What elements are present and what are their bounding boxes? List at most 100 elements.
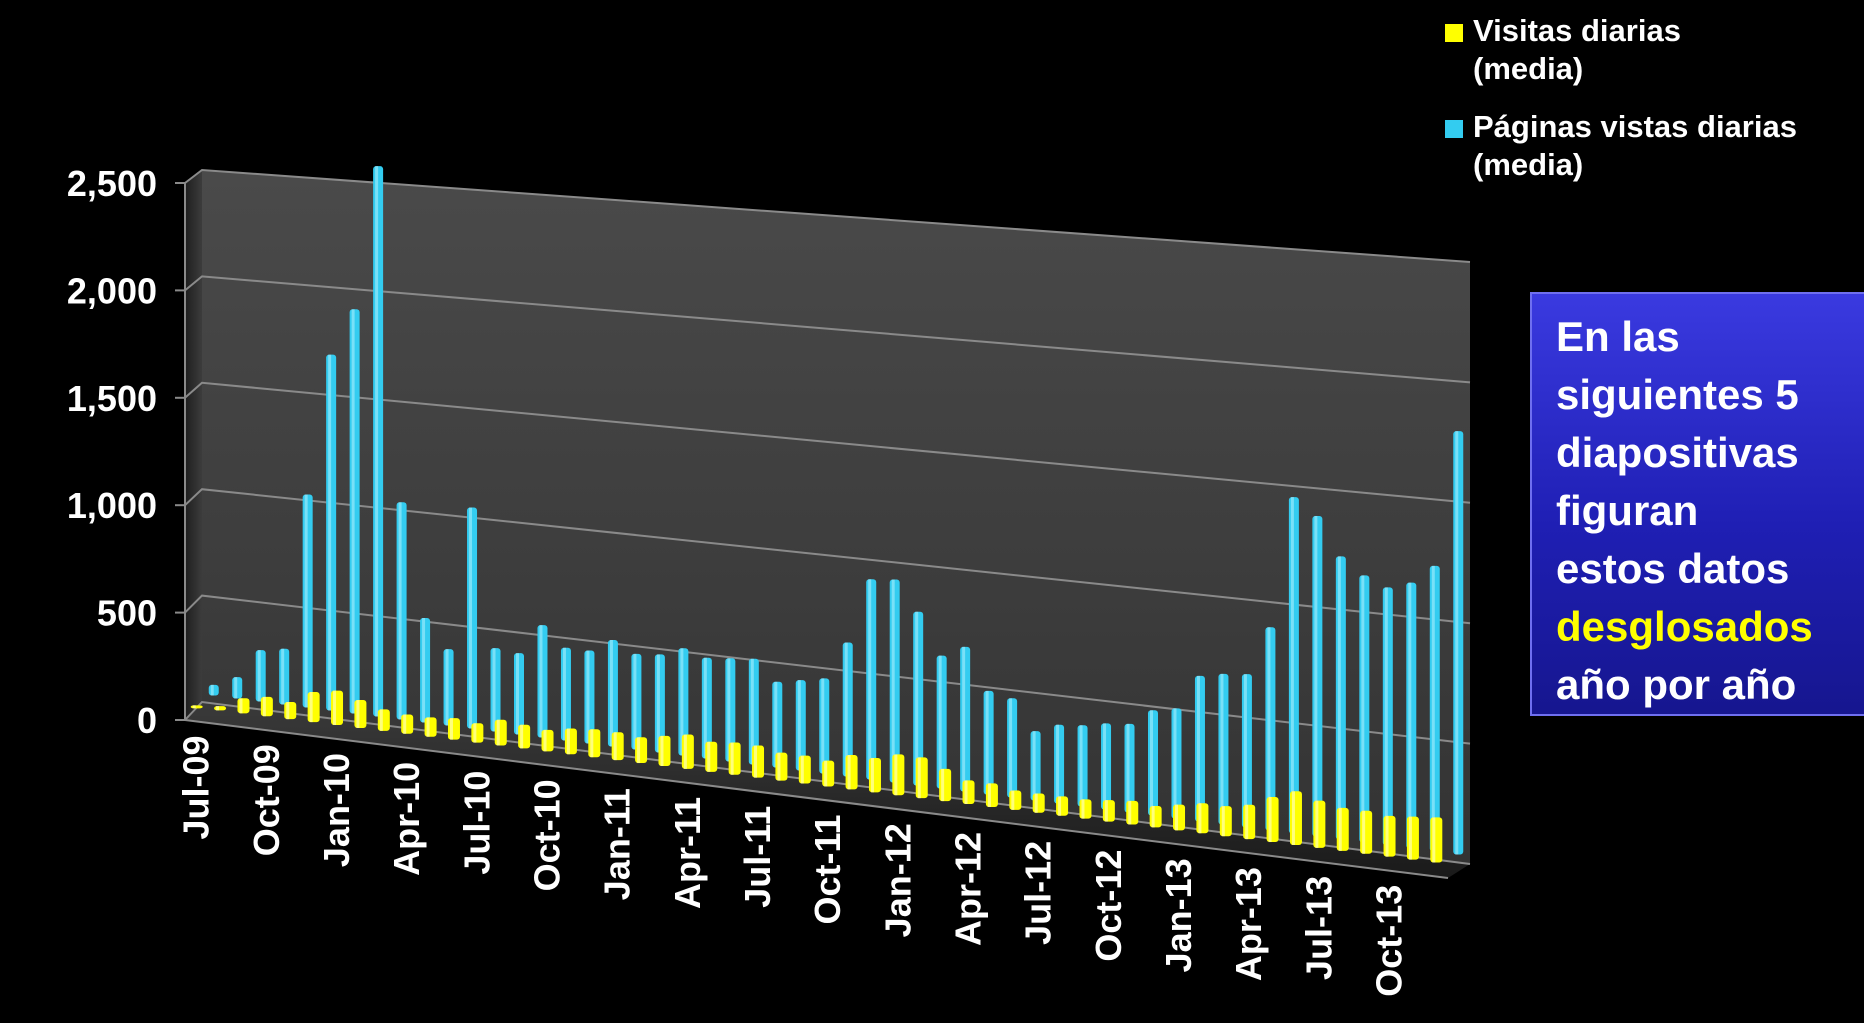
bar-visitas — [447, 718, 460, 740]
bar-paginas — [678, 648, 689, 756]
bar-visitas — [190, 705, 203, 709]
bar-paginas — [795, 680, 806, 771]
bar-paginas — [279, 648, 290, 705]
x-tick-label: Jan-10 — [316, 753, 357, 867]
legend-label-line1: Páginas vistas diarias — [1473, 109, 1797, 144]
bar-visitas — [541, 729, 554, 752]
x-tick-label: Oct-13 — [1369, 885, 1410, 997]
bar-paginas — [772, 681, 783, 768]
gridline — [184, 168, 1471, 263]
bar-visitas — [1173, 804, 1186, 831]
legend-item-paginas: Páginas vistas diarias (media) — [1443, 108, 1863, 184]
x-tick-label: Apr-10 — [386, 762, 427, 876]
bar-paginas — [889, 579, 900, 783]
bar-paginas — [866, 579, 877, 780]
bar-visitas — [588, 729, 601, 758]
bar-visitas — [1430, 817, 1443, 863]
x-tick-label: Jan-12 — [877, 823, 918, 937]
bar-paginas — [1335, 556, 1346, 840]
bar-visitas — [1009, 790, 1022, 810]
bar-visitas — [1079, 799, 1092, 819]
bar-visitas — [939, 768, 952, 802]
callout-line: figuran — [1556, 487, 1699, 534]
bar-paginas — [255, 650, 266, 702]
bar-visitas — [681, 734, 694, 769]
bar-paginas — [1359, 575, 1370, 843]
callout-line: En las — [1556, 313, 1680, 360]
bar-paginas — [1171, 708, 1182, 819]
bar-visitas — [1406, 816, 1419, 860]
bar-visitas — [635, 737, 648, 764]
bar-paginas — [349, 309, 360, 714]
bar-visitas — [728, 742, 741, 775]
bar-paginas — [467, 507, 478, 729]
bar-visitas — [892, 754, 905, 796]
bar-paginas — [1241, 674, 1252, 828]
bar-paginas — [607, 640, 618, 747]
bar-visitas — [752, 745, 765, 778]
y-tick-label: 500 — [97, 593, 157, 634]
x-tick-label: Jul-12 — [1018, 841, 1059, 945]
bar-visitas — [985, 783, 998, 807]
callout-box: En las siguientes 5 diapositivas figuran… — [1530, 292, 1864, 716]
x-tick-label: Jul-13 — [1298, 876, 1339, 980]
bar-paginas — [584, 650, 595, 744]
bar-paginas — [537, 625, 548, 738]
x-tick-label: Oct-10 — [527, 779, 568, 891]
bar-visitas — [1266, 796, 1279, 843]
bar-visitas — [611, 732, 624, 761]
x-tick-label: Oct-09 — [246, 744, 287, 856]
bar-paginas — [373, 166, 384, 717]
bar-visitas — [1056, 796, 1069, 816]
bar-visitas — [868, 757, 881, 793]
bar-paginas — [748, 658, 759, 765]
legend-swatch-paginas — [1445, 120, 1463, 138]
gridlines — [184, 168, 1471, 865]
bar-paginas — [1406, 582, 1417, 849]
bar-paginas — [1194, 675, 1205, 822]
bar-visitas — [1102, 800, 1115, 822]
legend-label-line2: (media) — [1473, 51, 1584, 86]
bar-visitas — [237, 698, 250, 714]
callout-line: estos datos — [1556, 545, 1790, 592]
bar-visitas — [1243, 804, 1256, 840]
bar-paginas — [420, 617, 431, 723]
bar-paginas — [1030, 731, 1041, 801]
bar-paginas — [960, 646, 971, 792]
bar-visitas — [424, 717, 437, 737]
bar-paginas — [396, 502, 407, 720]
y-tick-label: 0 — [137, 700, 157, 741]
bar-visitas — [518, 724, 531, 749]
bar-visitas — [401, 714, 414, 734]
gridline — [184, 488, 1471, 625]
bar-visitas — [354, 700, 367, 728]
x-tick-label: Apr-11 — [667, 797, 708, 909]
bar-paginas — [443, 649, 454, 726]
legend-label-line1: Visitas diarias — [1473, 13, 1681, 48]
bar-visitas — [1032, 793, 1045, 813]
y-tick-label: 1,500 — [67, 378, 157, 419]
legend-label-line2: (media) — [1473, 147, 1584, 182]
gridline — [184, 381, 1471, 504]
bar-paginas — [1382, 587, 1393, 846]
gridline — [184, 275, 1471, 384]
bar-paginas — [983, 690, 994, 795]
bar-visitas — [307, 692, 320, 723]
bar-paginas — [1077, 725, 1088, 807]
x-axis: Jul-09 Oct-09 Jan-10 Apr-10 Jul-10 Oct-10 Jan-… — [176, 719, 1449, 997]
bar-visitas — [1126, 800, 1139, 825]
y-tick-label: 2,000 — [67, 270, 157, 311]
bar-paginas — [1265, 627, 1276, 831]
x-tick-label: Jan-11 — [597, 788, 638, 900]
bar-paginas — [842, 642, 853, 777]
x-tick-label: Oct-11 — [807, 814, 848, 924]
bar-paginas — [514, 653, 524, 735]
bar-visitas — [705, 741, 718, 772]
callout-line: año por año — [1556, 661, 1797, 708]
bar-visitas — [214, 706, 227, 711]
x-axis-line — [184, 719, 1449, 879]
gridline — [184, 594, 1471, 745]
y-axis: 0 500 1,000 1,500 2,000 2,500 — [67, 163, 186, 741]
bar-paginas — [208, 684, 219, 696]
bar-visitas — [1360, 810, 1373, 854]
